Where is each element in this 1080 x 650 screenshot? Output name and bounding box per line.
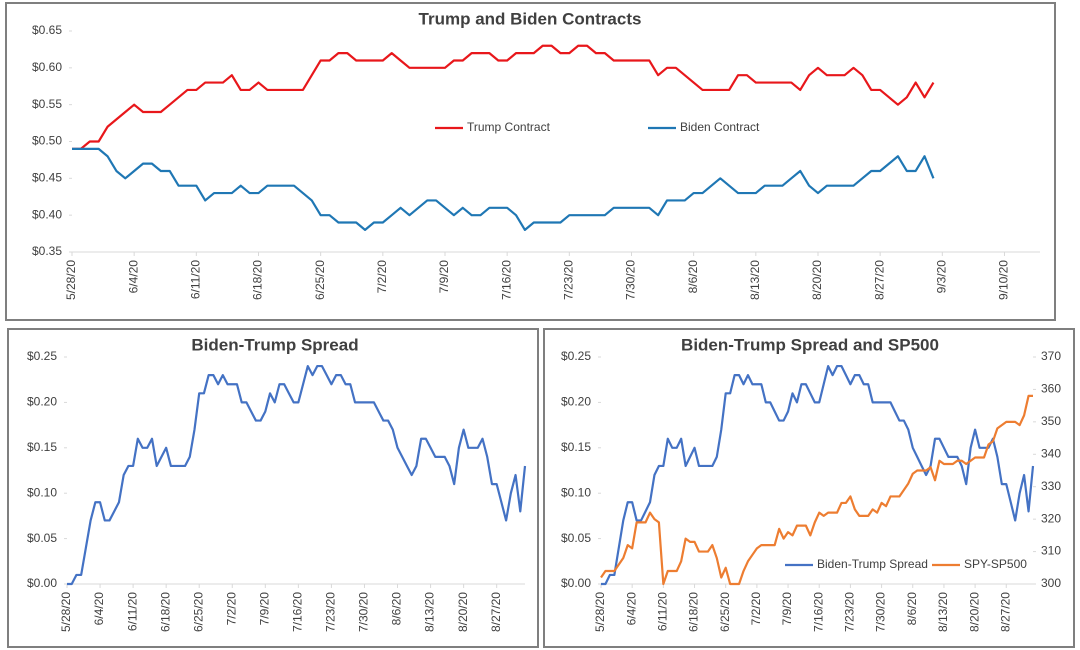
y-tick-label: $0.25 (561, 349, 591, 363)
y2-tick-label: 320 (1041, 511, 1061, 525)
legend-label: Biden Contract (680, 120, 760, 134)
x-tick-label: 6/4/20 (126, 260, 140, 294)
x-tick-label: 8/13/20 (748, 260, 762, 300)
y-tick-label: $0.60 (32, 60, 62, 74)
legend-label: SPY-SP500 (964, 557, 1027, 571)
x-tick-label: 6/4/20 (92, 592, 106, 626)
legend-label: Biden-Trump Spread (817, 557, 928, 571)
x-tick-label: 6/25/20 (191, 592, 205, 632)
y-tick-label: $0.00 (561, 576, 591, 590)
x-tick-label: 8/13/20 (423, 592, 437, 632)
x-tick-label: 7/9/20 (780, 592, 794, 626)
y2-tick-label: 360 (1041, 382, 1061, 396)
x-tick-label: 7/9/20 (257, 592, 271, 626)
x-tick-label: 7/2/20 (749, 592, 763, 626)
x-tick-label: 7/2/20 (224, 592, 238, 626)
series-line (600, 394, 1033, 586)
x-tick-label: 8/6/20 (686, 260, 700, 294)
y-tick-label: $0.25 (27, 349, 57, 363)
y-tick-label: $0.50 (32, 134, 62, 148)
x-tick-label: 8/6/20 (390, 592, 404, 626)
x-tick-label: 5/28/20 (64, 260, 78, 300)
chart-title: Biden-Trump Spread (191, 335, 358, 354)
x-tick-label: 8/27/20 (489, 592, 503, 632)
x-tick-label: 7/2/20 (375, 260, 389, 294)
x-tick-label: 6/11/20 (656, 592, 670, 631)
x-tick-label: 6/4/20 (624, 592, 638, 626)
y-tick-label: $0.05 (27, 531, 57, 545)
x-tick-label: 7/30/20 (357, 592, 371, 632)
x-tick-label: 8/13/20 (936, 592, 950, 632)
chart-title: Biden-Trump Spread and SP500 (681, 335, 939, 354)
x-tick-label: 6/25/20 (718, 592, 732, 632)
x-tick-label: 8/27/20 (998, 592, 1012, 632)
x-tick-label: 6/18/20 (158, 592, 172, 632)
series-line (72, 44, 935, 150)
y2-tick-label: 300 (1041, 576, 1061, 590)
x-tick-label: 8/6/20 (905, 592, 919, 626)
y-tick-label: $0.15 (27, 440, 57, 454)
x-tick-label: 6/11/20 (189, 260, 203, 299)
x-tick-label: 6/11/20 (125, 592, 139, 631)
y-tick-label: $0.05 (561, 531, 591, 545)
y2-tick-label: 340 (1041, 446, 1061, 460)
chart-title: Trump and Biden Contracts (419, 9, 642, 28)
x-tick-label: 7/23/20 (843, 592, 857, 632)
y-tick-label: $0.00 (27, 576, 57, 590)
y-tick-label: $0.10 (27, 485, 57, 499)
series-line (67, 364, 527, 586)
y2-tick-label: 350 (1041, 414, 1061, 428)
y-tick-label: $0.20 (27, 395, 57, 409)
x-tick-label: 7/16/20 (291, 592, 305, 632)
x-tick-label: 9/10/20 (997, 260, 1011, 300)
x-tick-label: 7/16/20 (811, 592, 825, 632)
x-tick-label: 8/20/20 (967, 592, 981, 632)
panel (543, 328, 1075, 648)
y-tick-label: $0.10 (561, 485, 591, 499)
y-tick-label: $0.65 (32, 23, 62, 37)
y-tick-label: $0.45 (32, 171, 62, 185)
y2-tick-label: 330 (1041, 479, 1061, 493)
x-tick-label: 6/18/20 (687, 592, 701, 632)
panel (5, 2, 1056, 321)
x-tick-label: 7/30/20 (624, 260, 638, 300)
x-tick-label: 9/3/20 (934, 260, 948, 294)
x-tick-label: 8/27/20 (872, 260, 886, 300)
x-tick-label: 5/28/20 (59, 592, 73, 632)
series-line (72, 147, 935, 231)
x-tick-label: 8/20/20 (810, 260, 824, 300)
y-tick-label: $0.40 (32, 207, 62, 221)
y-tick-label: $0.35 (32, 244, 62, 258)
x-tick-label: 7/16/20 (499, 260, 513, 300)
panel (7, 328, 539, 648)
legend-label: Trump Contract (467, 120, 551, 134)
x-tick-label: 6/18/20 (251, 260, 265, 300)
y2-tick-label: 310 (1041, 544, 1061, 558)
x-tick-label: 7/30/20 (874, 592, 888, 632)
x-tick-label: 6/25/20 (313, 260, 327, 300)
y2-tick-label: 370 (1041, 349, 1061, 363)
y-tick-label: $0.20 (561, 395, 591, 409)
x-tick-label: 7/9/20 (437, 260, 451, 294)
x-tick-label: 5/28/20 (593, 592, 607, 632)
y-tick-label: $0.55 (32, 97, 62, 111)
y-tick-label: $0.15 (561, 440, 591, 454)
x-tick-label: 7/23/20 (324, 592, 338, 632)
x-tick-label: 7/23/20 (561, 260, 575, 300)
x-tick-label: 8/20/20 (456, 592, 470, 632)
series-line (601, 364, 1035, 586)
